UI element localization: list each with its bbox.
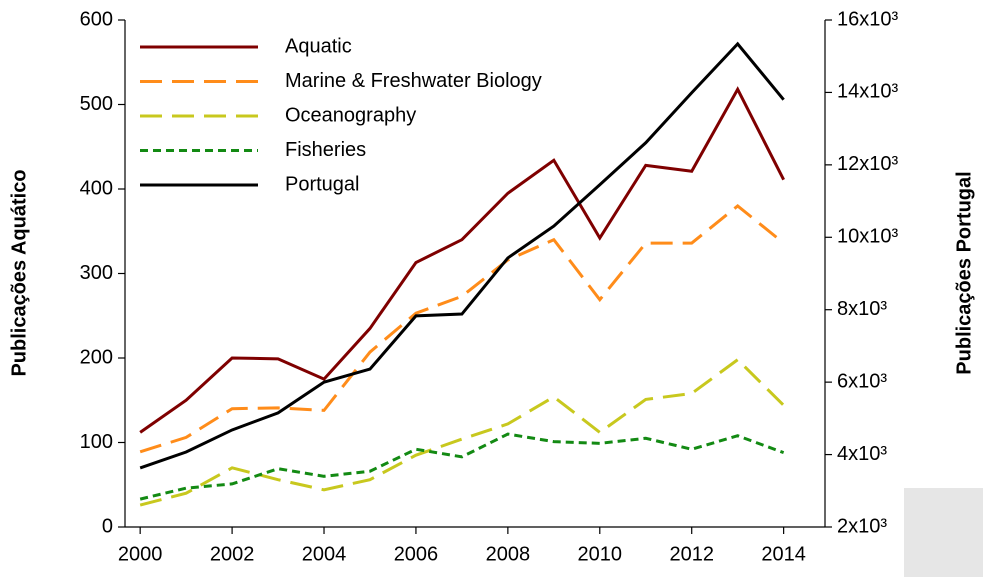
- legend-label: Oceanography: [285, 104, 416, 126]
- y2-tick-label: 6x10³: [837, 370, 887, 392]
- x-tick-label: 2012: [669, 543, 714, 565]
- y2-tick-label: 4x10³: [837, 443, 887, 465]
- x-tick-label: 2014: [761, 543, 806, 565]
- x-tick-label: 2008: [486, 543, 531, 565]
- y2-tick-label: 16x10³: [837, 8, 898, 30]
- y2-tick-label: 12x10³: [837, 153, 898, 175]
- legend-label: Marine & Freshwater Biology: [285, 70, 542, 92]
- series-line: [139, 432, 785, 501]
- legend-label: Fisheries: [285, 139, 366, 161]
- series-line: [139, 357, 785, 507]
- y-tick-label: 300: [80, 262, 113, 284]
- y-tick-label: 0: [102, 515, 113, 537]
- y-tick-label: 500: [80, 93, 113, 115]
- y-tick-label: 200: [80, 346, 113, 368]
- y2-axis-label: Publicações Portugal: [953, 171, 975, 374]
- y-tick-label: 100: [80, 431, 113, 453]
- y-tick-label: 400: [80, 177, 113, 199]
- y-tick-label: 600: [80, 8, 113, 30]
- overlay-box: [904, 488, 983, 577]
- y2-tick-label: 8x10³: [837, 298, 887, 320]
- y2-tick-label: 2x10³: [837, 515, 887, 537]
- y2-tick-label: 10x10³: [837, 226, 898, 248]
- series-line: [139, 86, 785, 434]
- x-tick-label: 2006: [394, 543, 439, 565]
- y-axis-label: Publicações Aquático: [8, 169, 30, 376]
- x-tick-label: 2002: [210, 543, 255, 565]
- legend-label: Aquatic: [285, 35, 352, 57]
- series-line: [139, 203, 785, 454]
- series-line: [139, 41, 785, 470]
- x-tick-label: 2010: [578, 543, 623, 565]
- x-tick-label: 2004: [302, 543, 347, 565]
- y2-tick-label: 14x10³: [837, 81, 898, 103]
- legend-label: Portugal: [285, 173, 360, 195]
- x-tick-label: 2000: [118, 543, 163, 565]
